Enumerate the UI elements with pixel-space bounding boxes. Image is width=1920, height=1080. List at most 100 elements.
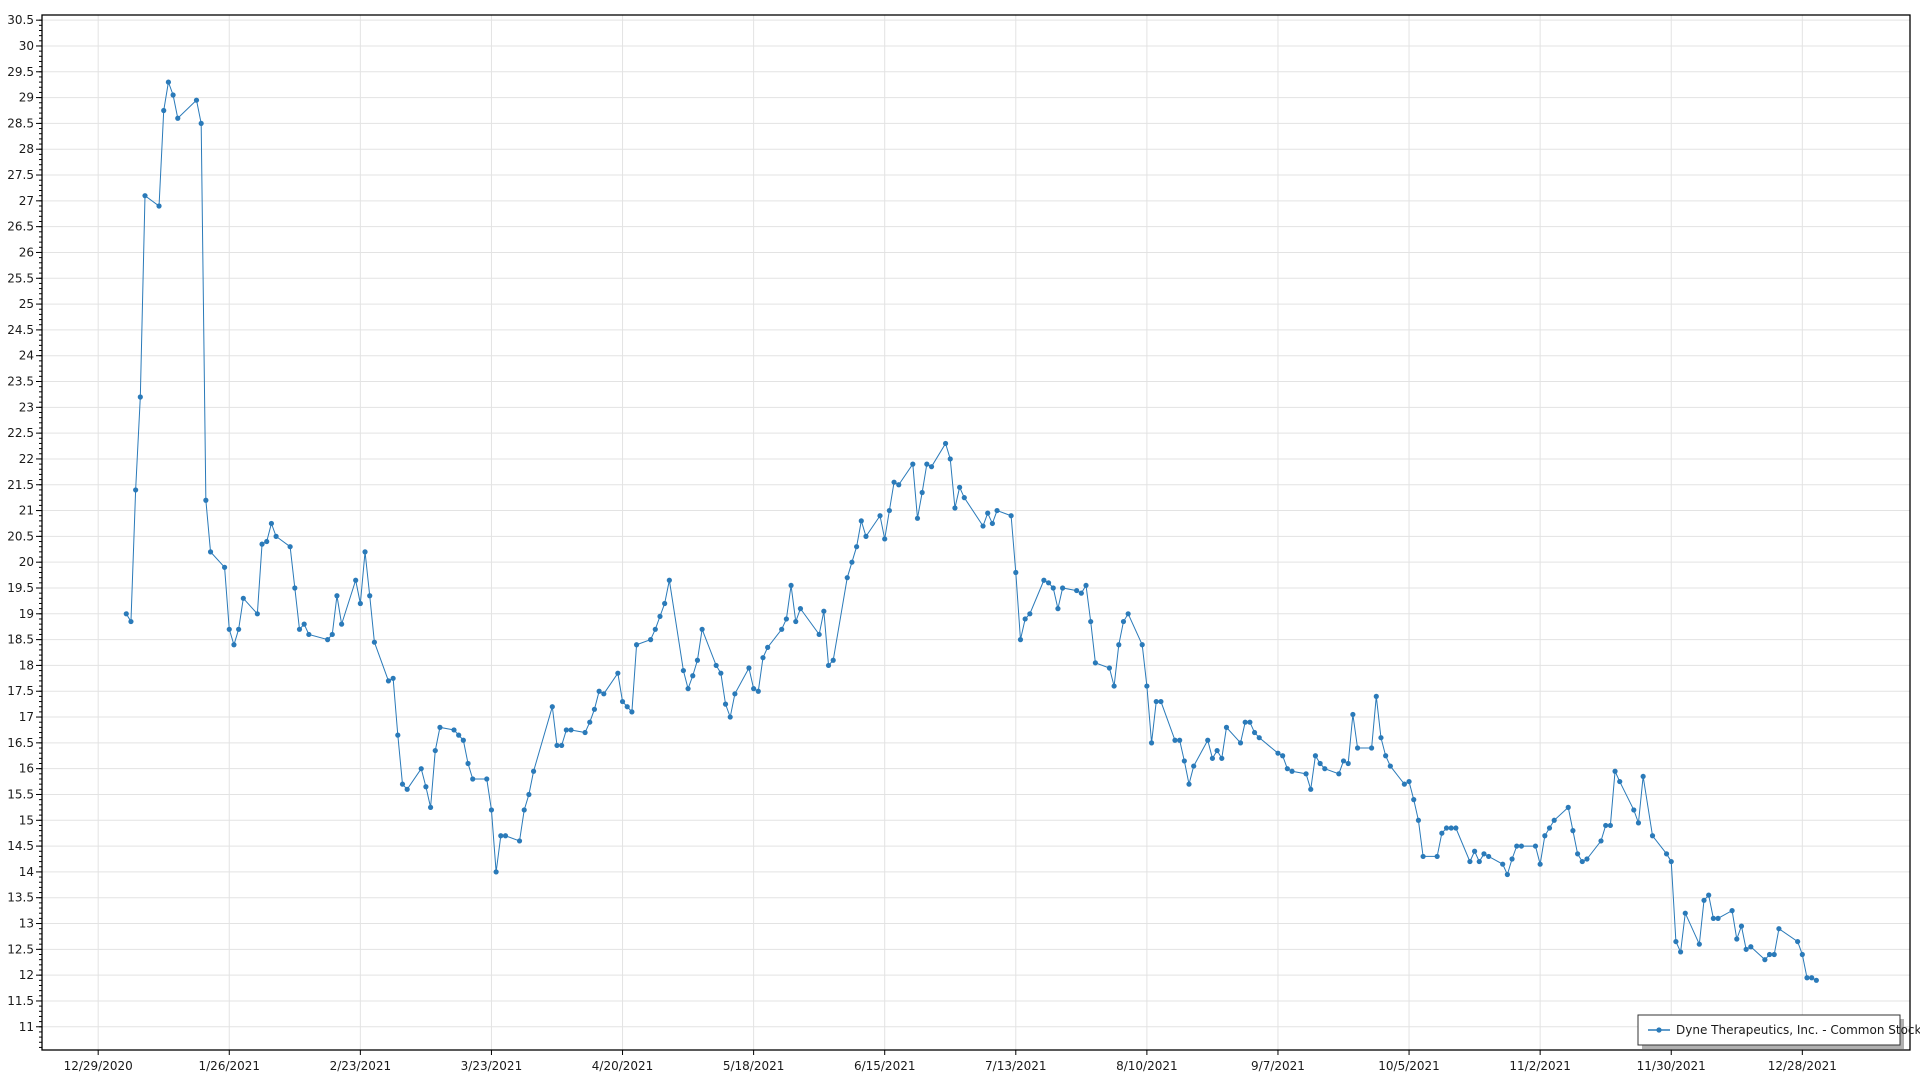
y-tick-label: 19 bbox=[19, 607, 34, 621]
data-point bbox=[273, 533, 279, 539]
y-tick-label: 30 bbox=[19, 39, 34, 53]
data-point bbox=[1387, 763, 1393, 769]
data-point bbox=[1532, 843, 1539, 849]
data-point bbox=[1795, 938, 1801, 945]
data-point bbox=[1172, 737, 1178, 743]
y-tick-label: 24.5 bbox=[7, 323, 34, 337]
data-point bbox=[690, 673, 696, 679]
data-point bbox=[1663, 851, 1670, 857]
x-tick-label: 3/23/2021 bbox=[461, 1059, 523, 1073]
data-point bbox=[821, 608, 827, 614]
data-point bbox=[1813, 977, 1819, 983]
data-point bbox=[863, 533, 869, 539]
data-point bbox=[1514, 843, 1520, 849]
legend: Dyne Therapeutics, Inc. - Common Stock bbox=[1637, 1014, 1920, 1049]
data-point bbox=[1715, 915, 1721, 921]
data-point bbox=[502, 833, 509, 839]
data-point bbox=[427, 804, 434, 810]
data-point bbox=[844, 575, 850, 581]
data-point bbox=[470, 776, 476, 782]
data-point bbox=[825, 662, 832, 669]
data-point bbox=[1186, 781, 1192, 787]
data-point bbox=[591, 706, 598, 712]
data-point bbox=[657, 613, 663, 619]
data-point bbox=[296, 626, 303, 632]
data-point bbox=[1476, 858, 1482, 865]
data-point bbox=[1579, 858, 1585, 865]
data-point bbox=[1340, 758, 1347, 764]
y-tick-label: 11 bbox=[19, 1020, 34, 1034]
data-point bbox=[456, 732, 462, 738]
x-tick-label: 11/2/2021 bbox=[1509, 1059, 1571, 1073]
data-point bbox=[727, 714, 733, 720]
y-tick-label: 26 bbox=[19, 245, 34, 259]
data-point bbox=[1247, 719, 1253, 725]
data-point bbox=[652, 626, 658, 632]
data-point bbox=[1317, 760, 1323, 767]
data-point bbox=[123, 611, 129, 617]
data-point bbox=[1280, 753, 1286, 759]
data-point bbox=[957, 484, 963, 490]
data-point bbox=[1584, 856, 1590, 862]
data-point bbox=[549, 704, 555, 710]
data-point bbox=[259, 541, 265, 547]
data-point bbox=[268, 520, 275, 527]
data-point bbox=[198, 120, 204, 127]
data-point bbox=[1504, 871, 1510, 878]
data-point bbox=[1008, 513, 1014, 519]
data-point bbox=[1518, 843, 1525, 849]
data-point bbox=[334, 593, 340, 599]
data-point bbox=[942, 440, 949, 447]
data-point bbox=[165, 79, 172, 85]
data-point bbox=[1472, 848, 1478, 854]
data-point bbox=[301, 621, 307, 627]
y-tick-label: 18.5 bbox=[7, 633, 34, 647]
data-point bbox=[1345, 760, 1351, 767]
y-tick-label: 27 bbox=[19, 194, 34, 208]
y-tick-label: 14 bbox=[19, 865, 34, 879]
data-point bbox=[1181, 758, 1187, 764]
data-point bbox=[783, 616, 789, 622]
data-point bbox=[980, 523, 986, 529]
data-point bbox=[1083, 582, 1089, 589]
data-point bbox=[1289, 768, 1295, 774]
data-point bbox=[1443, 825, 1450, 831]
data-point bbox=[694, 657, 701, 663]
data-point bbox=[488, 807, 495, 813]
x-tick-label: 8/10/2021 bbox=[1116, 1059, 1178, 1073]
legend-marker-swatch bbox=[1656, 1027, 1662, 1033]
data-point bbox=[849, 559, 855, 565]
data-point bbox=[1373, 693, 1379, 699]
y-tick-label: 22.5 bbox=[7, 426, 34, 440]
data-point bbox=[559, 742, 565, 749]
data-point bbox=[961, 495, 967, 501]
data-point bbox=[830, 657, 836, 663]
data-point bbox=[1013, 569, 1019, 576]
data-point bbox=[1078, 590, 1084, 596]
data-point bbox=[1696, 941, 1702, 947]
data-point bbox=[367, 593, 373, 599]
y-tick-label: 12.5 bbox=[7, 942, 34, 956]
data-point bbox=[732, 691, 738, 697]
data-point bbox=[928, 464, 935, 470]
data-point bbox=[1434, 853, 1440, 860]
data-point bbox=[193, 97, 200, 103]
data-point bbox=[1420, 853, 1426, 860]
data-point bbox=[994, 507, 1000, 514]
data-point bbox=[793, 618, 799, 625]
y-tick-label: 22 bbox=[19, 452, 34, 466]
data-point bbox=[1448, 825, 1454, 831]
data-point bbox=[1378, 735, 1384, 741]
data-point bbox=[924, 461, 930, 467]
data-point bbox=[399, 781, 406, 787]
data-point bbox=[432, 747, 438, 754]
data-point bbox=[662, 600, 668, 607]
data-point bbox=[1748, 944, 1754, 950]
data-point bbox=[339, 621, 345, 627]
data-point bbox=[1209, 755, 1216, 761]
data-point bbox=[1668, 858, 1674, 865]
data-point bbox=[1481, 851, 1487, 857]
data-point bbox=[1574, 851, 1581, 857]
data-point bbox=[1467, 858, 1473, 865]
y-tick-label: 12 bbox=[19, 968, 34, 982]
